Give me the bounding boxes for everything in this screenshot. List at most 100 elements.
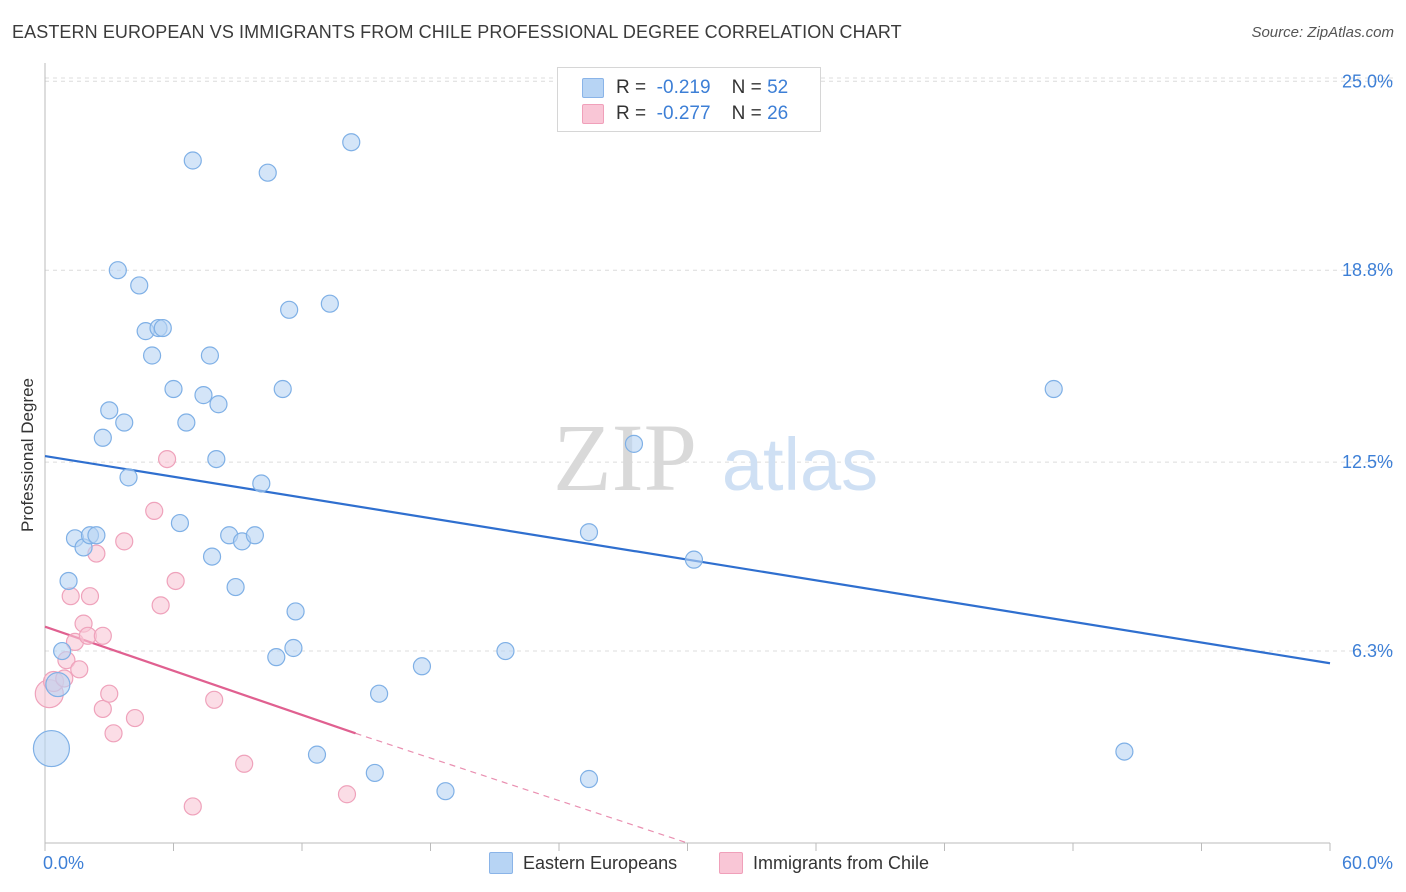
y-tick-labels: 6.3% 12.5% 18.8% 25.0%	[1342, 71, 1393, 661]
data-point-chile	[166, 571, 185, 591]
data-point-chile	[61, 587, 80, 606]
y-tick-label: 18.8%	[1342, 260, 1393, 280]
data-point-chile	[100, 684, 119, 703]
data-point-eastern-european	[307, 745, 327, 764]
data-point-eastern-european	[624, 434, 644, 453]
data-point-eastern-european	[209, 395, 228, 414]
bottom-legend-swatch-blue	[489, 852, 513, 874]
bottom-legend-label: Eastern Europeans	[523, 852, 678, 873]
legend-n-value: 26	[767, 103, 789, 124]
data-point-eastern-european	[579, 769, 599, 789]
data-point-eastern-european	[130, 276, 149, 295]
legend-swatch-pink	[582, 104, 604, 124]
chart-title: EASTERN EUROPEAN VS IMMIGRANTS FROM CHIL…	[12, 22, 902, 42]
bottom-legend-swatch-pink	[719, 852, 743, 874]
axes	[44, 63, 1331, 851]
data-point-eastern-european	[142, 346, 162, 365]
data-point-chile	[80, 587, 100, 606]
legend-row-eastern-european: R = -0.219 N = 52	[582, 76, 788, 100]
data-point-eastern-european	[579, 523, 599, 542]
bottom-legend-label: Immigrants from Chile	[753, 852, 930, 873]
chile-points	[34, 449, 357, 816]
eastern-european-points	[32, 133, 1134, 801]
y-tick-label: 25.0%	[1342, 71, 1393, 91]
data-point-chile	[70, 660, 89, 679]
data-point-eastern-european	[286, 602, 305, 621]
data-point-eastern-european	[115, 413, 134, 432]
legend-swatch-blue	[582, 78, 604, 98]
y-axis-label: Professional Degree	[18, 377, 37, 533]
legend-r-label: R =	[616, 103, 647, 124]
data-point-eastern-european	[412, 657, 432, 676]
data-point-chile	[205, 690, 224, 709]
data-point-eastern-european	[280, 300, 299, 319]
data-point-eastern-european	[273, 379, 292, 399]
legend-n-label: N =	[731, 77, 762, 98]
data-point-eastern-european	[252, 474, 271, 493]
data-point-chile	[183, 797, 202, 816]
data-point-eastern-european	[177, 413, 196, 432]
data-point-chile	[235, 754, 254, 773]
data-point-eastern-european	[1115, 742, 1134, 761]
data-point-eastern-european	[245, 526, 264, 545]
data-point-eastern-european	[32, 729, 71, 768]
data-point-eastern-european	[267, 648, 286, 667]
bottom-legend-chile: Immigrants from Chile	[719, 852, 929, 874]
data-point-chile	[151, 596, 170, 615]
data-point-chile	[337, 785, 357, 804]
data-point-chile	[93, 699, 112, 719]
data-point-eastern-european	[207, 449, 226, 469]
data-point-chile	[104, 724, 123, 743]
data-point-eastern-european	[370, 684, 389, 703]
y-tick-label: 6.3%	[1352, 641, 1393, 661]
data-point-eastern-european	[108, 261, 127, 280]
data-point-eastern-european	[200, 346, 220, 365]
data-point-eastern-european	[153, 318, 172, 338]
y-tick-label: 12.5%	[1342, 452, 1393, 472]
legend-row-chile: R = -0.277 N = 26	[582, 102, 788, 126]
data-point-eastern-european	[59, 571, 78, 591]
data-point-eastern-european	[53, 641, 72, 661]
data-point-eastern-european	[194, 386, 213, 405]
data-point-chile	[93, 626, 112, 645]
data-point-eastern-european	[320, 294, 339, 313]
data-point-chile	[157, 449, 177, 469]
legend-r-label: R =	[616, 77, 647, 98]
trend-line-chile-extension	[355, 732, 688, 844]
data-point-eastern-european	[100, 401, 119, 420]
data-point-eastern-european	[170, 513, 190, 533]
legend-r-value: -0.277	[656, 103, 711, 124]
watermark: ZIP atlas	[553, 404, 878, 511]
trend-line-chile	[44, 625, 356, 735]
x-tick-label-max: 60.0%	[1342, 853, 1393, 873]
data-point-eastern-european	[496, 641, 515, 661]
data-point-eastern-european	[684, 550, 704, 569]
watermark-atlas: atlas	[722, 423, 878, 506]
x-tick-label-min: 0.0%	[43, 853, 84, 873]
data-point-chile	[115, 532, 134, 551]
data-point-eastern-european	[258, 163, 277, 182]
data-point-eastern-european	[436, 782, 455, 801]
data-point-eastern-european	[365, 763, 384, 783]
data-point-eastern-european	[183, 151, 202, 170]
data-point-eastern-european	[226, 577, 245, 597]
data-point-eastern-european	[164, 379, 183, 399]
data-point-eastern-european	[93, 428, 112, 447]
data-point-eastern-european	[119, 468, 138, 487]
source-label: Source: ZipAtlas.com	[1251, 24, 1394, 41]
legend-r-value: -0.219	[656, 77, 711, 98]
data-point-eastern-european	[45, 671, 71, 698]
trend-lines	[44, 454, 1331, 844]
data-point-eastern-european	[202, 547, 222, 566]
data-point-chile	[145, 501, 164, 520]
correlation-legend: R = -0.219 N = 52 R = -0.277 N = 26	[557, 67, 821, 132]
bottom-legend-eastern-europeans: Eastern Europeans	[489, 852, 677, 874]
data-point-eastern-european	[87, 526, 106, 545]
data-point-eastern-european	[284, 638, 303, 658]
x-tick-labels: 0.0% 60.0%	[43, 853, 1393, 873]
legend-n-value: 52	[767, 77, 789, 98]
data-point-eastern-european	[342, 133, 361, 152]
legend-n-label: N =	[731, 103, 762, 124]
data-point-chile	[125, 708, 145, 728]
